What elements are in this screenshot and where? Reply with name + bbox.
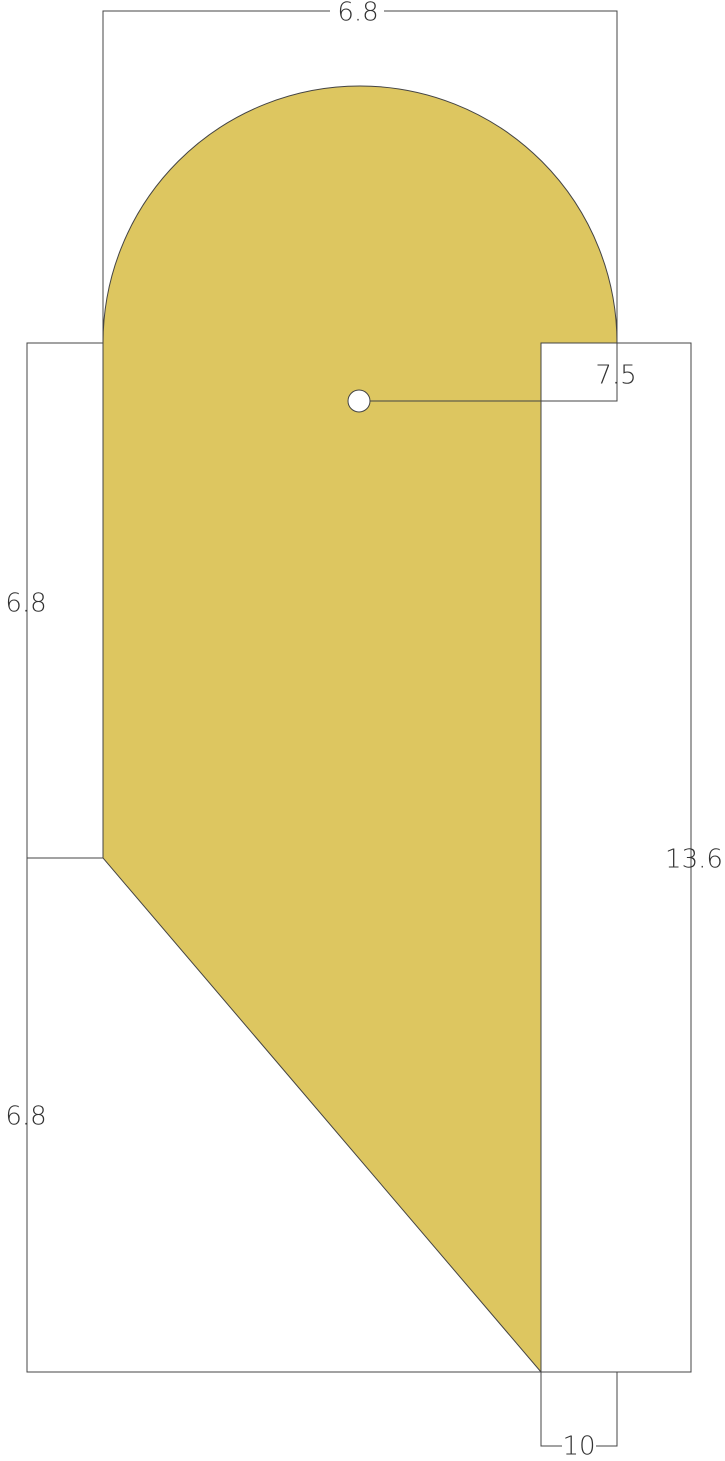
- dimension-label: 6.8: [337, 0, 378, 28]
- dimension-label: 13.6: [665, 845, 723, 875]
- dimension-label: 10: [562, 1432, 595, 1461]
- dimension-label: 6.8: [5, 1102, 46, 1132]
- label-bg: [562, 1434, 596, 1460]
- dimension-label: 7.5: [595, 361, 636, 391]
- shape: [102, 85, 618, 1374]
- dimension-label: 6.8: [5, 589, 46, 619]
- dimension-line: [541, 342, 692, 1373]
- label-bg: [330, 0, 384, 26]
- hole: [347, 389, 371, 413]
- dimension-line: [370, 343, 618, 402]
